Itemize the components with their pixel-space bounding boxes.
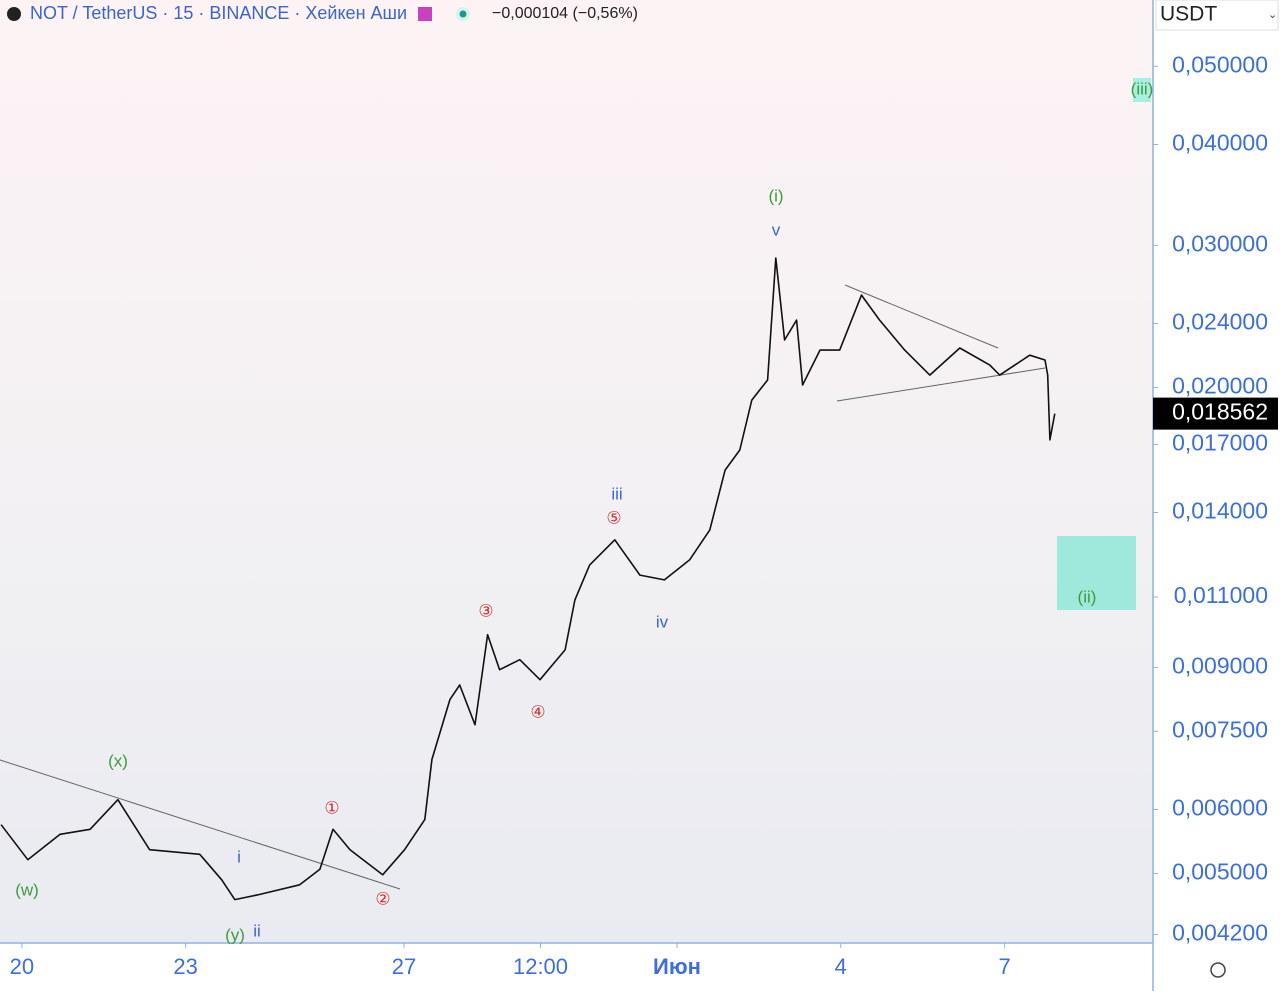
last-price-badge bbox=[1153, 397, 1278, 430]
trend-line bbox=[0, 759, 401, 890]
plot-background bbox=[0, 0, 1153, 943]
target-zone bbox=[1057, 536, 1136, 610]
chart-title: NOT / TetherUS · 15 · BINANCE · Хейкен А… bbox=[30, 3, 407, 23]
y-tick-label: 0,014000 bbox=[1172, 498, 1268, 524]
y-tick-label: 0,040000 bbox=[1172, 130, 1268, 156]
settings-icon[interactable] bbox=[1210, 962, 1226, 978]
y-tick-label: 0,011000 bbox=[1174, 582, 1268, 608]
wave-label: iv bbox=[656, 612, 669, 631]
x-tick-label: 12:00 bbox=[513, 954, 568, 979]
wave-label: (ii) bbox=[1078, 587, 1097, 606]
status-dot bbox=[459, 10, 467, 18]
wave-label: ii bbox=[253, 921, 261, 940]
wave-label: (iii) bbox=[1131, 79, 1154, 98]
y-tick-label: 0,009000 bbox=[1172, 652, 1268, 678]
y-tick-label: 0,050000 bbox=[1172, 51, 1268, 77]
wave-label: (i) bbox=[768, 186, 783, 205]
dropdown-arrow[interactable]: ⌄ bbox=[1268, 9, 1277, 21]
symbol-icon bbox=[7, 7, 21, 21]
x-tick-label: 7 bbox=[998, 954, 1010, 979]
wave-label: v bbox=[772, 220, 781, 239]
y-tick-label: 0,024000 bbox=[1172, 309, 1268, 335]
currency[interactable]: USDT bbox=[1160, 3, 1217, 26]
wave-label: (w) bbox=[15, 880, 39, 899]
y-tick-label: 0,007500 bbox=[1172, 716, 1268, 742]
wave-label: ⑤ bbox=[606, 508, 621, 527]
trend-line bbox=[836, 367, 1046, 402]
currency-select[interactable] bbox=[1155, 0, 1279, 31]
wave-label: ② bbox=[375, 889, 390, 908]
price-change: −0,000104 (−0,56%) bbox=[492, 5, 638, 22]
x-tick-label: 27 bbox=[392, 954, 416, 979]
wave-label: i bbox=[237, 847, 241, 866]
y-tick-label: 0,017000 bbox=[1172, 430, 1268, 456]
wave-label: ④ bbox=[530, 702, 545, 721]
wave-label: (x) bbox=[108, 751, 128, 770]
last-price-label: 0,018562 bbox=[1172, 399, 1268, 425]
x-tick-label: 23 bbox=[173, 954, 197, 979]
wave-label: iii bbox=[611, 484, 622, 503]
y-tick-label: 0,030000 bbox=[1172, 230, 1268, 256]
x-tick-label: 4 bbox=[835, 954, 847, 979]
price-line bbox=[0, 257, 1056, 901]
x-tick-label: 20 bbox=[10, 954, 34, 979]
y-tick-label: 0,005000 bbox=[1172, 859, 1268, 885]
wave-label: ① bbox=[324, 798, 339, 817]
target-zone-small bbox=[1133, 78, 1151, 102]
wave-label: ③ bbox=[478, 601, 493, 620]
y-tick-label: 0,004200 bbox=[1172, 920, 1268, 946]
trend-line bbox=[844, 284, 999, 349]
y-tick-label: 0,006000 bbox=[1172, 795, 1268, 821]
y-tick-label: 0,020000 bbox=[1172, 373, 1268, 399]
flag-icon bbox=[418, 7, 432, 21]
wave-label: (y) bbox=[225, 925, 245, 944]
x-tick-label: Июн bbox=[653, 954, 701, 979]
